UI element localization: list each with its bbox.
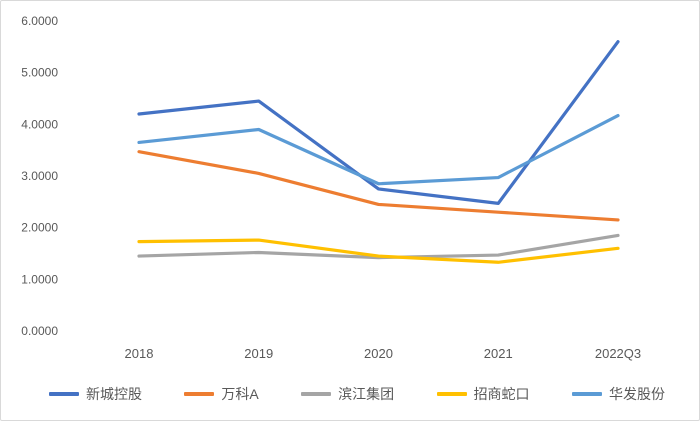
y-axis-tick-label: 5.0000 [21, 66, 58, 80]
legend-swatch-icon [571, 392, 602, 396]
legend-label: 万科A [221, 386, 259, 402]
legend-item[interactable]: 新城控股 [49, 384, 142, 404]
series-line [137, 233, 620, 260]
legend-swatch-icon [436, 392, 467, 396]
y-axis-tick-label: 6.0000 [21, 14, 58, 28]
x-axis-tick-label: 2020 [364, 346, 393, 361]
legend-item[interactable]: 招商蛇口 [436, 384, 530, 404]
y-axis-tick-label: 0.0000 [21, 324, 58, 338]
legend-item[interactable]: 滨江集团 [301, 384, 394, 404]
series-line [137, 238, 620, 264]
legend-item[interactable]: 万科A [184, 384, 259, 404]
legend-swatch-icon [49, 392, 79, 396]
y-axis-tick-label: 1.0000 [21, 272, 58, 286]
legend-item[interactable]: 华发股份 [571, 384, 665, 404]
x-axis-tick-label: 2021 [484, 346, 513, 361]
chart-svg: 0.0000 1.0000 2.0000 3.0000 4.0000 5.0000 6.00… [21, 14, 641, 361]
legend-label: 滨江集团 [338, 386, 395, 402]
x-axis-tick-label: 2022Q3 [595, 346, 641, 361]
series-line [137, 113, 620, 186]
series-line [137, 150, 620, 222]
legend-label: 新城控股 [86, 386, 142, 402]
x-axis-tick-label: 2019 [244, 346, 273, 361]
y-axis-tick-label: 3.0000 [21, 169, 58, 183]
y-axis-tick-label: 4.0000 [21, 117, 58, 131]
y-axis-tick-label: 2.0000 [21, 221, 58, 235]
legend-label: 招商蛇口 [473, 386, 530, 402]
series-line [137, 40, 620, 205]
legend-swatch-icon [184, 392, 215, 396]
x-axis-tick-label: 2018 [125, 346, 154, 361]
legend-label: 华发股份 [608, 386, 665, 402]
legend-swatch-icon [301, 392, 332, 396]
chart-legend: 新城控股 万科A 滨江集团 招商蛇口 华发股份 [1, 384, 699, 404]
